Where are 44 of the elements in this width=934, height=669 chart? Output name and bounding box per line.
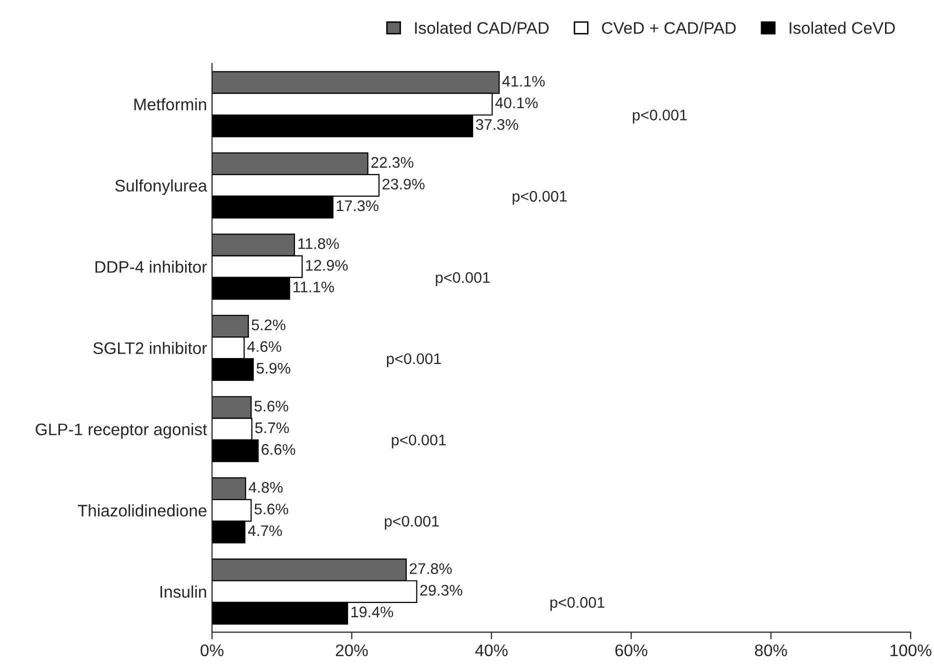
legend-label: Isolated CeVD (790, 22, 895, 34)
data-label: 37.3% (476, 119, 518, 130)
data-label: 27.8% (410, 563, 452, 574)
data-label: 4.7% (248, 525, 282, 536)
data-label: 23.9% (382, 178, 425, 190)
y-tick-label: Sulfonylurea (115, 179, 208, 195)
y-tick-label: SGLT2 inhibitor (93, 342, 207, 354)
legend-label: Isolated CAD/PAD (415, 22, 549, 34)
data-label: 11.1% (294, 282, 334, 292)
x-tick-label: 80% (754, 644, 788, 656)
data-label: 19.4% (351, 606, 394, 618)
data-label: 4.6% (247, 341, 282, 352)
annotation: p<0.001 (384, 516, 439, 530)
y-tick-label: Insulin (160, 586, 206, 598)
annotation: p<0.001 (386, 353, 441, 368)
data-label: 4.8% (248, 482, 283, 493)
annotation: p<0.001 (512, 190, 567, 205)
data-label: 5.6% (254, 400, 288, 412)
y-tick-label: DDP-4 inhibitor (96, 260, 207, 273)
data-label: 5.2% (252, 320, 286, 330)
data-label: 6.6% (262, 444, 296, 455)
data-label: 5.9% (256, 362, 290, 374)
data-label: 12.9% (306, 260, 348, 271)
x-tick-label: 100% (890, 644, 932, 656)
data-label: 11.8% (298, 238, 339, 250)
y-tick-label: Metformin (134, 98, 206, 110)
annotation: p<0.001 (550, 597, 604, 611)
y-tick-label: Thiazolidinedione (78, 504, 206, 517)
data-label: 41.1% (502, 76, 545, 87)
annotation: p<0.001 (632, 110, 687, 124)
x-tick-label: 20% (336, 644, 368, 656)
x-tick-label: 60% (615, 644, 648, 656)
annotation: p<0.001 (436, 272, 490, 286)
data-label: 5.7% (255, 422, 289, 434)
legend-label: CVeD + CAD/PAD (602, 22, 736, 34)
data-label: 5.6% (254, 504, 288, 514)
data-label: 40.1% (495, 97, 538, 108)
x-tick-label: 40% (475, 644, 508, 656)
data-label: 17.3% (336, 200, 378, 212)
x-tick-label: 0% (200, 644, 224, 656)
data-label: 29.3% (420, 584, 462, 596)
data-label: 22.3% (371, 157, 414, 168)
y-tick-label: GLP-1 receptor agonist (36, 423, 208, 439)
annotation: p<0.001 (392, 434, 446, 448)
